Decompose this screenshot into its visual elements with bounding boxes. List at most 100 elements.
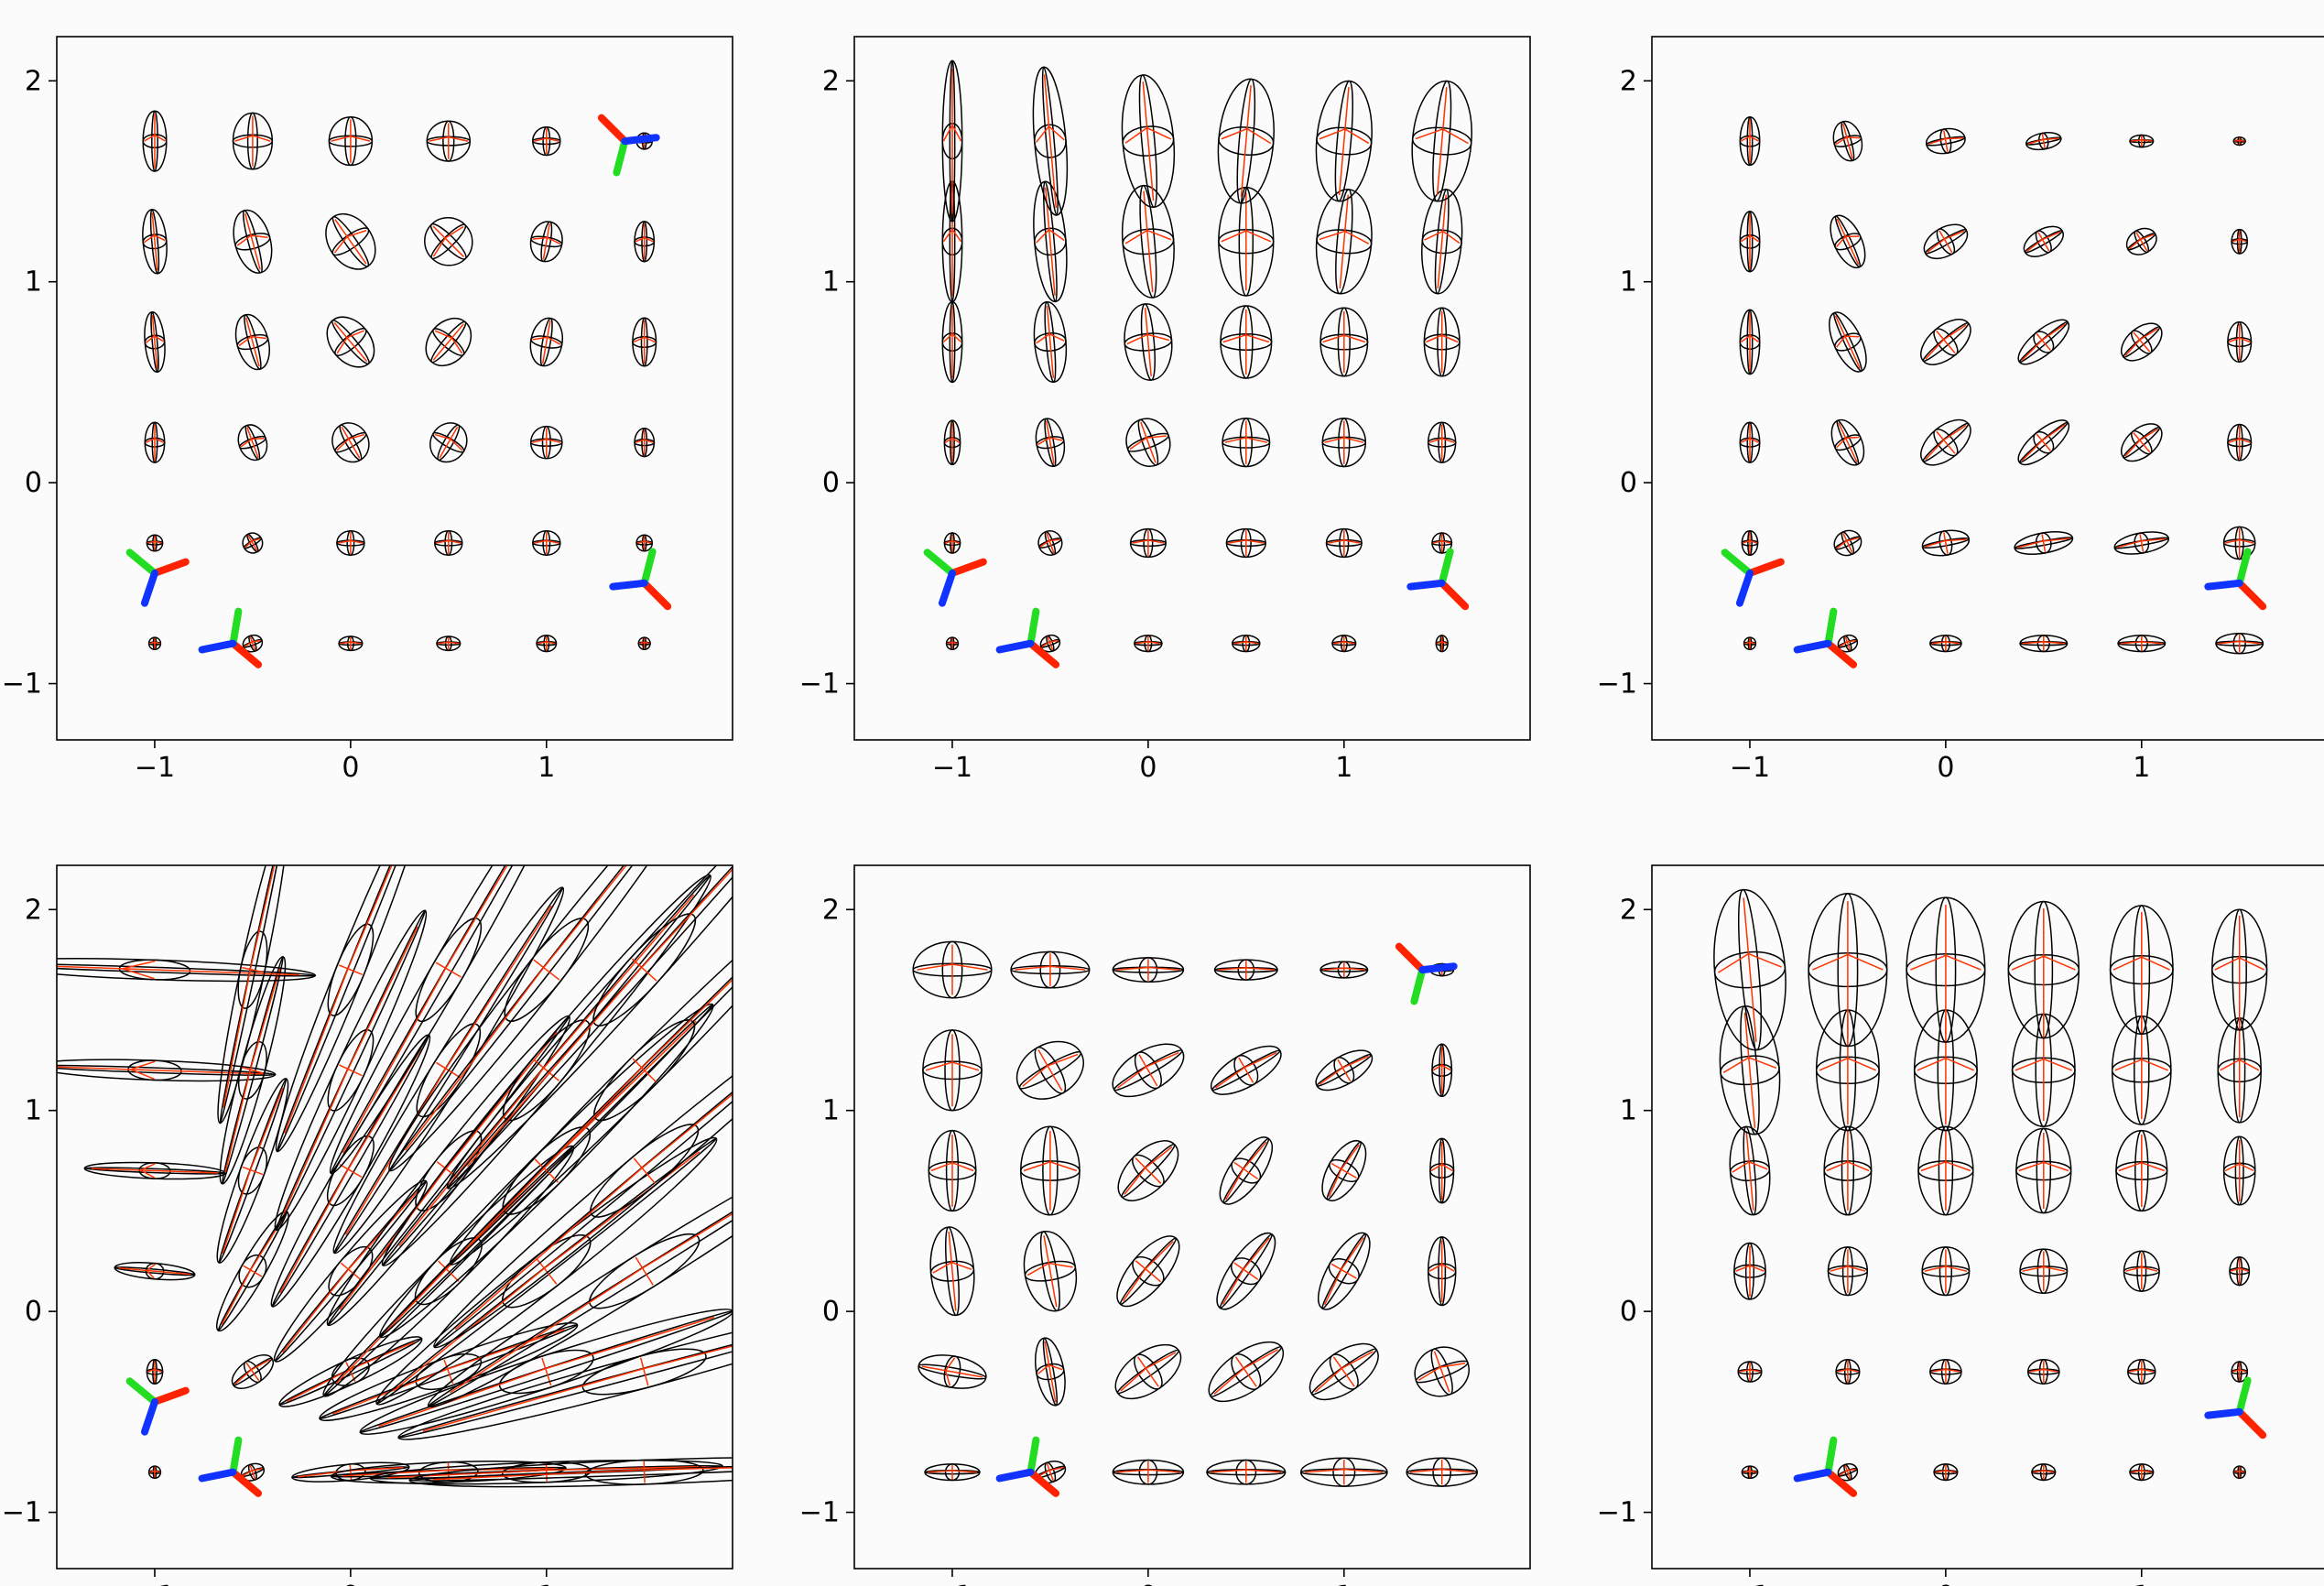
glyph-r6-c4 (2007, 900, 2080, 1039)
x-tick-label: 1 (2133, 752, 2150, 784)
glyph-r1-c3 (1933, 1463, 1959, 1482)
glyph-axis (1135, 1260, 1162, 1283)
glyph-r2-c5 (2127, 1359, 2156, 1385)
glyph-ellipse-meridian (1144, 635, 1153, 653)
glyph-ellipse-meridian (2033, 331, 2055, 353)
glyph-ellipse-meridian (1236, 78, 1256, 204)
glyph-ellipse-meridian (641, 221, 648, 263)
glyph-r1-c5 (536, 635, 558, 653)
glyph-r4-c1 (144, 310, 166, 374)
y-tick-label: −1 (2, 668, 42, 701)
glyph-ellipse-meridian (244, 424, 261, 461)
glyph-ellipse-meridian (1437, 307, 1448, 377)
triad-3 (2204, 548, 2267, 611)
y-tick-label: 2 (822, 894, 840, 926)
glyph-axis (1936, 330, 1956, 354)
glyph-axis (1330, 1162, 1357, 1179)
glyph-axis (1140, 421, 1157, 463)
glyph-r5-c1 (922, 1029, 983, 1112)
glyph-ellipse-meridian (331, 1357, 370, 1386)
glyph-r3-c4 (2017, 419, 2070, 466)
glyph-ellipse-meridian (1841, 531, 1855, 555)
glyph-ellipse-meridian (581, 1348, 707, 1396)
glyph-ellipse-meridian (1329, 1158, 1360, 1183)
glyph-ellipse-meridian (1933, 429, 1959, 457)
glyph-ellipse-meridian (918, 1363, 987, 1380)
glyph-r2-c1 (146, 1359, 164, 1385)
glyph-ellipse-meridian (945, 1226, 960, 1317)
triad-blue-axis (1793, 1468, 1832, 1483)
glyph-ellipse-meridian (1938, 1125, 1954, 1216)
glyph-r6-c1 (1713, 888, 1786, 1051)
panel-3-data (1721, 116, 2267, 668)
glyph-axis (1037, 1049, 1063, 1092)
glyph-r2-c5 (1309, 1342, 1379, 1401)
glyph-axis (2135, 232, 2148, 252)
glyph-r5-c5 (529, 221, 563, 263)
glyph-axis (245, 317, 260, 367)
glyph-r2-c4 (1208, 1341, 1285, 1403)
x-tick-label: −1 (135, 1581, 175, 1586)
glyph-r4-c6 (2227, 320, 2253, 364)
y-tick-label: 1 (25, 266, 42, 299)
triad-red-axis (1026, 639, 1060, 668)
glyph-r4-c5 (529, 317, 563, 367)
glyph-r6-c4 (2025, 132, 2062, 151)
y-tick-label: 1 (822, 1095, 840, 1127)
glyph-ellipse-meridian (2036, 635, 2050, 653)
glyph-r6-c3 (275, 865, 427, 1153)
glyph-r6-c4 (329, 865, 568, 1175)
glyph-ellipse-meridian (246, 112, 258, 170)
triad-blue-axis (140, 569, 158, 607)
triad-2 (2204, 1376, 2267, 1439)
glyph-r5-c6 (1431, 1043, 1453, 1098)
glyph-axis (2133, 432, 2151, 453)
triad-green-axis (125, 549, 158, 577)
glyph-r5-c4 (1218, 186, 1275, 297)
glyph-r4-c5 (1321, 1140, 1367, 1201)
glyph-r5-c2 (1830, 214, 1866, 269)
glyph-r1-c4 (436, 635, 462, 652)
glyph-r3-c5 (529, 425, 563, 460)
glyph-ellipse-meridian (1430, 1348, 1453, 1396)
glyph-ellipse-meridian (1339, 527, 1350, 559)
glyph-r1-c5 (1331, 635, 1357, 653)
triad-red-axis (1746, 558, 1785, 577)
glyph-ellipse-meridian (1843, 1463, 1852, 1481)
triad-2 (198, 1436, 263, 1497)
glyph-ellipse-meridian (2134, 1129, 2149, 1212)
glyph-ellipse-meridian (1744, 1242, 1755, 1300)
glyph-r4-c2 (234, 313, 270, 371)
triad-red-axis (151, 558, 190, 577)
glyph-ellipse-meridian (1138, 1459, 1158, 1485)
glyph-ellipse-meridian (504, 918, 590, 1022)
glyph-ellipse-meridian (1239, 305, 1254, 379)
glyph-r4-c6 (2222, 1135, 2256, 1206)
glyph-ellipse-meridian (1329, 1353, 1359, 1390)
glyph-ellipse-meridian (1140, 303, 1156, 381)
glyph-r3-c3 (1116, 1235, 1180, 1308)
x-tick-label: 0 (342, 752, 359, 784)
y-tick-label: 1 (1620, 1095, 1637, 1127)
triad-red-axis (2235, 579, 2267, 611)
y-tick-label: 0 (1620, 1296, 1637, 1328)
glyph-ellipse-meridian (1938, 1246, 1953, 1297)
triad-3 (1406, 548, 1470, 611)
glyph-axis (443, 1359, 454, 1385)
y-tick-label: 1 (1620, 266, 1637, 299)
glyph-r1-c3 (1929, 635, 1962, 653)
glyph-r1-c1 (147, 636, 162, 651)
y-tick-label: 2 (25, 894, 42, 926)
glyph-ellipse-meridian (1746, 116, 1754, 167)
glyph-axis (2041, 134, 2046, 149)
glyph-axis (57, 1065, 264, 1075)
glyph-r1-c6 (1435, 635, 1449, 653)
glyph-axis (91, 1168, 219, 1174)
glyph-r2-c1 (943, 532, 961, 554)
y-tick-label: 0 (25, 1296, 42, 1328)
panel-4-frame (56, 864, 733, 1570)
panel-6: −1 0 1 −1 0 1 2 (1597, 864, 2324, 1586)
glyph-axis (340, 1262, 361, 1280)
panel-3: −1 0 1 −1 0 1 2 (1597, 36, 2324, 784)
panel-6-data (1713, 888, 2268, 1497)
